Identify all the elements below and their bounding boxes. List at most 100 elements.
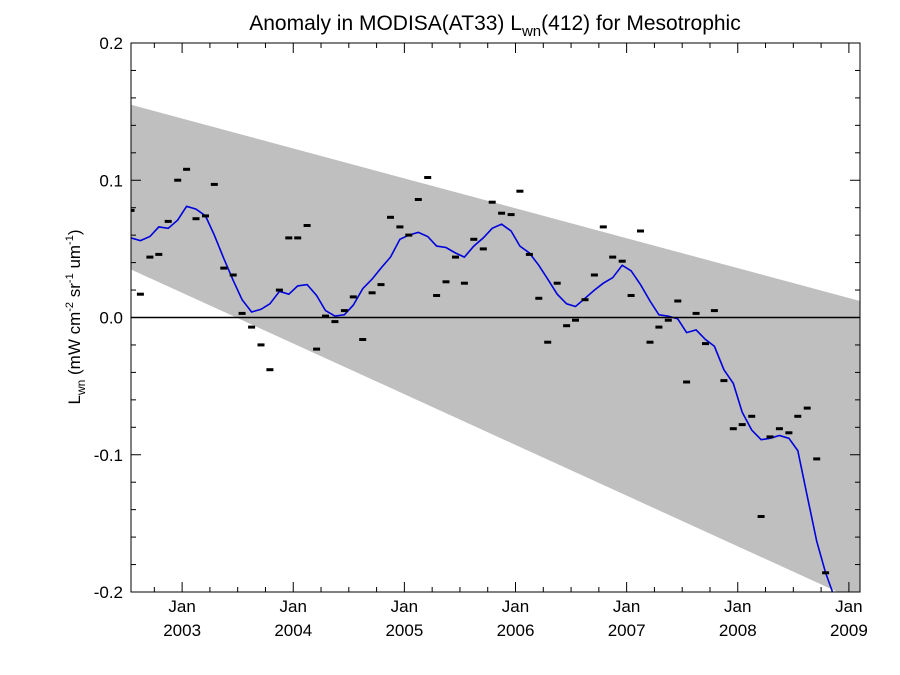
y-tick-label: -0.1 (94, 446, 123, 465)
x-tick-label-month: Jan (280, 597, 307, 616)
anomaly-point (535, 296, 543, 300)
x-tick-label-year: 2004 (274, 621, 312, 640)
anomaly-point (331, 320, 339, 324)
anomaly-point (424, 176, 432, 179)
anomaly-point (785, 431, 793, 435)
monthly-anomaly-series (131, 167, 839, 592)
anomaly-point (720, 379, 728, 383)
anomaly-point (405, 233, 413, 237)
anomaly-point (757, 515, 765, 518)
anomaly-point (275, 288, 283, 292)
x-tick-label-month: Jan (168, 597, 195, 616)
anomaly-point (637, 229, 644, 233)
anomaly-point (609, 255, 617, 259)
anomaly-point (131, 208, 135, 212)
anomaly-point (627, 294, 635, 297)
anomaly-point (368, 291, 376, 295)
y-tick-label: 0.2 (99, 34, 123, 53)
anomaly-point (664, 318, 672, 322)
anomaly-point (238, 311, 246, 315)
anomaly-point (210, 182, 218, 186)
x-tick-label-month: Jan (613, 597, 640, 616)
anomaly-point (220, 266, 228, 270)
anomaly-point (674, 299, 682, 303)
anomaly-point (155, 252, 163, 256)
plot-area (131, 104, 860, 592)
y-tick-label: 0.0 (99, 309, 123, 328)
anomaly-point (702, 342, 709, 346)
anomaly-point (359, 338, 367, 341)
x-tick-label-month: Jan (502, 597, 529, 616)
anomaly-point (516, 189, 524, 193)
anomaly-point (710, 309, 718, 313)
anomaly-point (414, 198, 422, 201)
x-tick-label-year: 2003 (163, 621, 201, 640)
anomaly-point (442, 280, 450, 284)
anomaly-point (590, 273, 598, 277)
anomaly-point (775, 427, 783, 431)
anomaly-point (202, 214, 209, 218)
anomaly-point (803, 406, 811, 410)
anomaly-point (294, 236, 302, 240)
anomaly-point (738, 423, 746, 427)
anomaly-point (599, 225, 607, 229)
anomaly-point (729, 427, 737, 431)
anomaly-point (396, 225, 404, 229)
anomaly-point (553, 281, 561, 285)
chart-title: Anomaly in MODISA(AT33) Lwn(412) for Mes… (249, 12, 740, 40)
smoothed-line (131, 205, 834, 592)
anomaly-point (572, 318, 579, 322)
anomaly-point (766, 435, 774, 439)
anomaly-point (581, 298, 589, 302)
anomaly-point (349, 295, 357, 299)
anomaly-point (655, 325, 663, 329)
x-tick-label-year: 2005 (385, 621, 423, 640)
x-tick-label-year: 2006 (497, 621, 535, 640)
anomaly-point (460, 281, 468, 285)
anomaly-point (266, 368, 274, 372)
smoothed-series (131, 205, 834, 592)
anomaly-point (174, 178, 182, 182)
anomaly-point (183, 167, 191, 171)
anomaly-point (313, 347, 321, 351)
anomaly-point (164, 219, 172, 223)
anomaly-point (377, 283, 385, 287)
x-tick-label-year: 2007 (608, 621, 646, 640)
anomaly-point (136, 292, 144, 296)
anomaly-point (822, 571, 830, 575)
anomaly-point (146, 255, 154, 259)
anomaly-point (646, 340, 654, 344)
anomaly-point (340, 309, 348, 313)
anomaly-point (507, 213, 515, 217)
anomaly-point (813, 457, 821, 461)
confidence-envelope (131, 104, 860, 592)
anomaly-point (229, 273, 237, 277)
anomaly-point (498, 211, 506, 215)
anomaly-point (322, 314, 329, 318)
anomaly-point (479, 247, 487, 251)
y-tick-label: -0.2 (94, 583, 123, 602)
x-tick-label-month: Jan (724, 597, 751, 616)
anomaly-point (303, 224, 311, 227)
tick-labels: Jan 2003 Jan 2004 Jan 2005 Jan 2006 Jan 2007 Jan 20… (94, 34, 868, 640)
x-tick-label-year: 2009 (830, 621, 868, 640)
anomaly-point (488, 200, 496, 204)
x-tick-label-month: Jan (391, 597, 418, 616)
anomaly-point (692, 311, 700, 315)
anomaly-point (452, 255, 459, 259)
anomaly-point (192, 217, 200, 221)
y-axis-label: Lwn (mW cm-2 sr-1 um-1) (64, 229, 88, 404)
y-tick-label: 0.1 (99, 171, 123, 190)
anomaly-point (285, 236, 293, 240)
anomaly-point (683, 380, 691, 384)
anomaly-point (544, 340, 552, 344)
x-tick-label-year: 2008 (719, 621, 757, 640)
axis-ticks (131, 42, 860, 593)
anomaly-point (618, 259, 626, 263)
anomaly-point (470, 237, 478, 241)
anomaly-point (525, 252, 533, 256)
anomaly-point (794, 414, 802, 418)
anomaly-point (257, 343, 265, 347)
x-tick-label-month: Jan (835, 597, 862, 616)
